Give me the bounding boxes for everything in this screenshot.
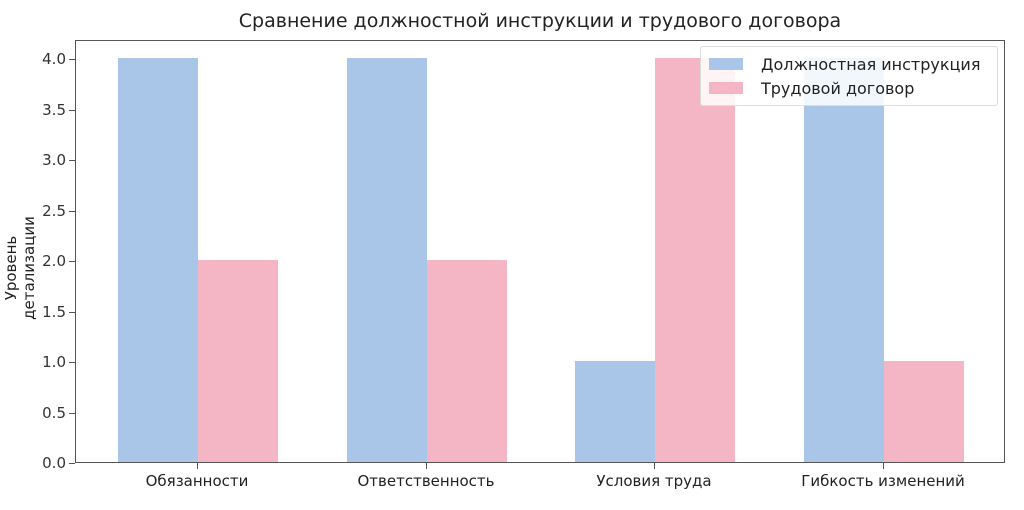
legend-label: Трудовой договор xyxy=(761,78,915,98)
bar xyxy=(198,260,278,462)
y-tick-label: 2.0 xyxy=(42,252,66,270)
y-tick-mark xyxy=(69,59,75,60)
legend-label: Должностная инструкция xyxy=(761,54,981,74)
y-tick-label: 3.0 xyxy=(42,151,66,169)
bar xyxy=(118,58,198,462)
y-tick-mark xyxy=(69,362,75,363)
chart-title: Сравнение должностной инструкции и трудо… xyxy=(238,10,842,32)
bar xyxy=(347,58,427,462)
y-tick-label: 1.5 xyxy=(42,302,66,321)
y-tick-mark xyxy=(69,210,75,212)
y-tick-mark xyxy=(69,261,75,262)
y-tick-label: 3.5 xyxy=(42,100,66,119)
legend-item-instruction: Должностная инструкция xyxy=(709,54,980,74)
x-tick-label: Гибкость изменений xyxy=(801,472,965,490)
y-tick-mark xyxy=(69,463,75,464)
x-tick-mark xyxy=(426,463,427,469)
x-tick-label: Обязанности xyxy=(145,472,249,490)
x-tick-mark xyxy=(883,463,884,469)
x-tick-label: Ответственность xyxy=(357,472,495,490)
legend: Должностная инструкция Трудовой договор xyxy=(700,46,998,106)
x-tick-label: Условия труда xyxy=(596,472,712,490)
bar xyxy=(427,260,507,462)
bar xyxy=(884,361,964,462)
legend-item-contract: Трудовой договор xyxy=(709,78,914,98)
y-tick-label: 0.0 xyxy=(42,454,66,472)
y-tick-mark xyxy=(69,109,75,111)
y-tick-label: 0.5 xyxy=(42,403,66,422)
x-tick-mark xyxy=(197,463,198,469)
plot-area xyxy=(75,40,1005,463)
y-tick-mark xyxy=(69,412,75,414)
x-tick-mark xyxy=(654,463,655,469)
bar xyxy=(655,58,735,462)
legend-swatch xyxy=(709,82,743,94)
y-tick-mark xyxy=(69,311,75,313)
y-tick-label: 1.0 xyxy=(42,353,66,371)
legend-swatch xyxy=(709,58,743,70)
bar xyxy=(804,58,884,462)
y-tick-label: 2.5 xyxy=(42,201,66,220)
bar xyxy=(575,361,655,462)
y-tick-mark xyxy=(69,160,75,161)
y-tick-label: 4.0 xyxy=(42,50,66,68)
